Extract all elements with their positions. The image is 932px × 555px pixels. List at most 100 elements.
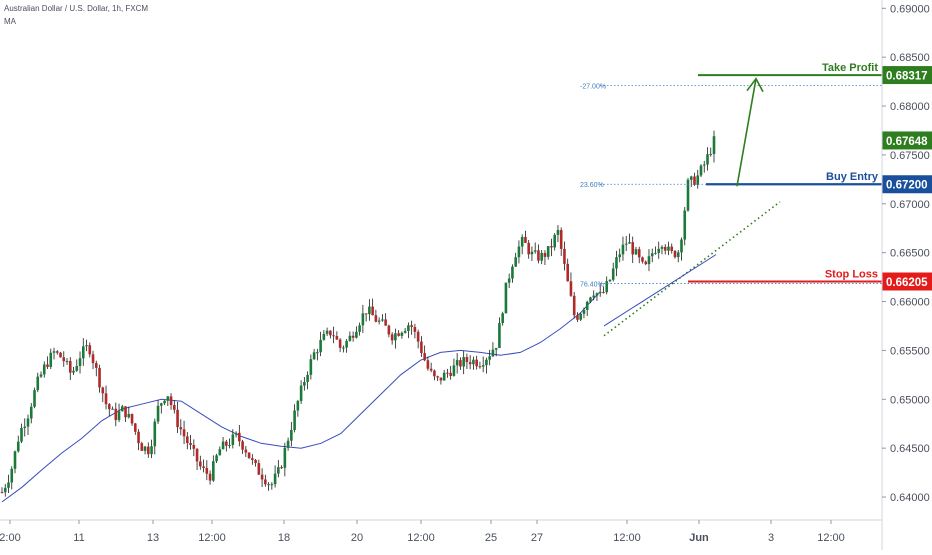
candle-body [36,376,40,391]
candle-body [345,340,348,348]
candle-body [59,352,62,358]
candle-body [592,295,596,298]
candle-body [88,345,92,355]
take-profit-price-tag-box [882,66,932,85]
candle-body [62,357,66,362]
candle-body [670,246,674,252]
price-tick-label: 0.65000 [890,394,930,406]
price-tick-label: 0.64000 [890,492,930,504]
candle-body [624,243,628,245]
candle-body [371,306,374,316]
candle-body [416,331,420,342]
candle-body [75,365,79,371]
price-tick-label: 0.67500 [890,150,930,162]
candle-body [283,447,287,468]
candle-body [413,326,417,332]
candle-body [195,448,199,462]
candle-body [611,268,615,280]
candle-body [397,333,400,336]
candle-body [686,179,690,211]
candle-body [602,291,605,293]
candle-body [537,250,540,261]
time-tick-label: 2:00 [0,532,21,544]
price-axis[interactable]: 0.69000 0.68500 0.68000 0.67500 0.67000 0.665… [881,0,930,550]
candle-body [455,360,459,366]
candle-body [338,339,342,348]
time-axis[interactable]: 2:00 11 13 12:00 18 20 12:00 25 27 12:00 Jun 3 12:00 [0,519,882,544]
candle-body [358,325,361,332]
candle-body [647,256,651,265]
candle-body [689,176,693,180]
candle-body [26,418,30,427]
candle-body [527,242,530,255]
candle-body [130,414,134,424]
candle-body [260,474,264,480]
candle-body [426,360,430,369]
candle-body [465,357,469,363]
candle-body [133,423,137,432]
candle-body [683,210,687,240]
candle-body [293,410,296,430]
candle-body [384,319,387,326]
candle-body [485,359,488,366]
candle-body [332,335,335,337]
candle-body [540,253,543,261]
candle-body [673,251,677,258]
indicator-label: MA [4,17,16,26]
stop-loss-label: Stop Loss [825,269,878,281]
take-profit-label: Take Profit [822,62,878,74]
current-price-tag-text: 0.67648 [886,136,928,148]
candle-body [23,426,27,428]
candle-body [205,467,209,474]
candle-body [702,164,706,166]
candle-body [381,319,384,321]
candle-body [147,446,150,455]
stop-loss-price-tag-box [882,272,932,291]
candle-body [169,396,173,406]
candle-body [101,387,105,394]
candle-body [634,249,638,255]
candle-body [299,385,303,402]
candle-body [29,406,33,419]
candle-body [608,279,612,282]
candle-body [20,427,23,442]
candle-body [72,370,75,373]
time-tick-label: 3 [768,532,774,544]
candle-body [85,345,88,347]
candle-body [247,452,251,459]
candle-body [10,468,14,483]
candle-body [78,358,82,366]
candle-body [585,301,589,310]
candle-body [150,446,153,455]
candle-body [423,353,426,361]
candle-body [39,374,43,377]
candle-body [462,357,465,367]
fib-level-label: -27.00% [580,84,606,91]
candlestick-series [0,130,716,497]
candle-body [618,254,622,258]
candle-body [179,427,183,430]
candle-body [234,432,238,435]
candle-body [306,374,309,382]
candle-body [641,257,644,262]
candle-body [186,436,189,444]
candle-body [13,451,17,469]
stop-loss-price-tag-text: 0.66205 [886,277,928,289]
buy-entry-label: Buy Entry [826,171,879,183]
candle-body [303,381,306,386]
candle-body [316,352,319,354]
candle-body [563,248,566,264]
candle-body [631,242,635,255]
candle-body [254,459,257,464]
candle-body [257,463,261,475]
candle-body [225,441,228,446]
projection-arrow-head [746,77,764,93]
candle-body [215,455,218,462]
candle-body [595,293,599,296]
candle-body [488,356,491,360]
candle-body [319,339,322,353]
candle-body [712,136,716,155]
candle-body [387,325,391,335]
